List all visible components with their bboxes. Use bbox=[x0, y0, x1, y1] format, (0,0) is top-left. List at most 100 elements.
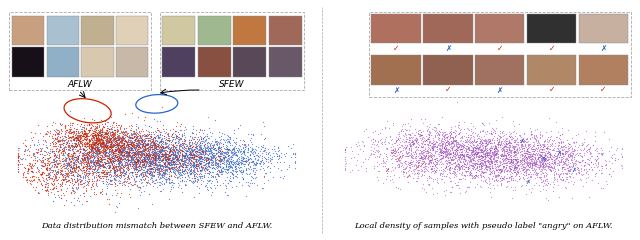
Point bbox=[83, 123, 93, 126]
Point bbox=[429, 126, 440, 129]
Point bbox=[116, 138, 127, 142]
Point bbox=[114, 158, 124, 162]
Point bbox=[30, 161, 40, 165]
Point bbox=[148, 143, 159, 147]
Point bbox=[524, 163, 534, 167]
Point bbox=[490, 159, 500, 163]
Point bbox=[415, 164, 425, 168]
Point bbox=[501, 132, 511, 136]
Point bbox=[68, 137, 79, 141]
Point bbox=[499, 170, 509, 174]
Point bbox=[93, 139, 103, 143]
Point bbox=[179, 162, 189, 166]
Point bbox=[147, 166, 157, 170]
Point bbox=[444, 137, 454, 141]
Point bbox=[148, 143, 159, 147]
Point bbox=[191, 157, 201, 161]
Point bbox=[469, 158, 479, 162]
Point bbox=[108, 144, 118, 148]
Point bbox=[558, 152, 568, 156]
Point bbox=[79, 157, 89, 161]
Point bbox=[558, 148, 568, 152]
Point bbox=[492, 144, 502, 147]
Point bbox=[218, 158, 228, 162]
Point bbox=[244, 157, 255, 161]
Point bbox=[363, 157, 373, 161]
Point bbox=[101, 150, 111, 154]
Point bbox=[140, 151, 150, 155]
Point bbox=[79, 158, 90, 162]
Point bbox=[134, 188, 145, 192]
Point bbox=[513, 160, 523, 163]
Point bbox=[456, 144, 466, 148]
Point bbox=[436, 138, 447, 142]
Point bbox=[33, 177, 43, 181]
Point bbox=[192, 162, 202, 166]
Point bbox=[404, 140, 414, 144]
Point bbox=[439, 137, 449, 141]
Point bbox=[449, 167, 460, 171]
Point bbox=[199, 140, 209, 144]
Point bbox=[465, 158, 475, 162]
Point bbox=[380, 139, 390, 143]
Point bbox=[62, 171, 72, 175]
Point bbox=[198, 137, 208, 140]
Point bbox=[135, 149, 145, 153]
Point bbox=[504, 179, 514, 183]
Point bbox=[457, 167, 467, 171]
Point bbox=[244, 138, 255, 142]
Point bbox=[228, 138, 238, 142]
Point bbox=[72, 143, 82, 147]
Point bbox=[168, 145, 178, 149]
Point bbox=[130, 152, 140, 156]
Point bbox=[161, 127, 171, 131]
Point bbox=[207, 155, 218, 158]
Point bbox=[142, 143, 152, 146]
Point bbox=[477, 141, 488, 145]
Point bbox=[129, 160, 140, 164]
Point bbox=[442, 150, 452, 154]
Point bbox=[85, 139, 95, 143]
Point bbox=[65, 125, 75, 129]
Point bbox=[499, 161, 509, 165]
Point bbox=[506, 157, 516, 161]
Point bbox=[50, 136, 60, 140]
Point bbox=[75, 149, 85, 153]
Point bbox=[106, 145, 116, 149]
Point bbox=[20, 138, 30, 142]
Point bbox=[165, 148, 175, 152]
Point bbox=[147, 173, 157, 176]
Point bbox=[471, 140, 481, 144]
Point bbox=[189, 156, 199, 160]
Point bbox=[131, 167, 141, 171]
Point bbox=[221, 184, 232, 187]
Point bbox=[86, 160, 97, 164]
Point bbox=[128, 141, 138, 145]
Point bbox=[181, 153, 191, 156]
Point bbox=[510, 145, 520, 149]
Point bbox=[606, 174, 616, 178]
Point bbox=[147, 170, 157, 174]
Point bbox=[539, 159, 549, 162]
Point bbox=[381, 154, 391, 158]
Point bbox=[506, 155, 516, 159]
Point bbox=[543, 138, 554, 142]
Point bbox=[483, 158, 493, 162]
Point bbox=[506, 159, 516, 162]
Point bbox=[392, 156, 403, 160]
Point bbox=[150, 181, 161, 185]
Point bbox=[184, 155, 195, 159]
Point bbox=[212, 151, 223, 155]
Point bbox=[204, 152, 214, 156]
Point bbox=[84, 164, 95, 168]
Point bbox=[125, 142, 135, 146]
Point bbox=[105, 140, 115, 144]
Point bbox=[518, 144, 528, 148]
Point bbox=[75, 180, 85, 184]
Point bbox=[189, 147, 200, 151]
Point bbox=[193, 178, 203, 182]
Point bbox=[139, 158, 149, 162]
Point bbox=[576, 163, 586, 167]
Point bbox=[556, 151, 566, 155]
Point bbox=[550, 150, 561, 153]
